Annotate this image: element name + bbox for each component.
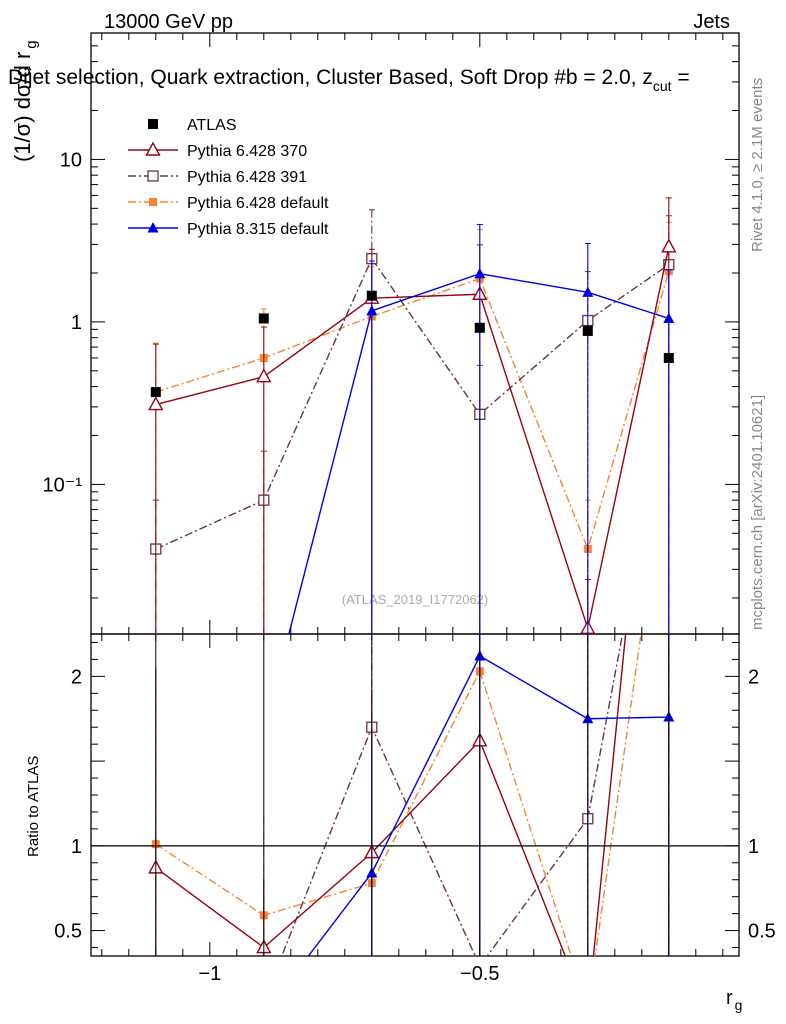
data-point: [582, 286, 594, 297]
ratio-y-tick-label: 2: [71, 666, 82, 688]
ratio-point: [258, 1008, 269, 1019]
data-point: [663, 312, 675, 323]
y-tick-label: 10: [60, 149, 82, 171]
series-atlas: [150, 290, 674, 398]
data-point: [582, 325, 593, 336]
legend-label: ATLAS: [187, 117, 237, 134]
ratio-y-axis-label: Ratio to ATLAS: [25, 756, 42, 857]
ratio-line: [155, 634, 642, 956]
ratio-frame: [90, 633, 740, 957]
data-point: [150, 387, 161, 398]
data-point: [148, 396, 164, 411]
ratio-line: [281, 634, 624, 956]
data-point: [663, 352, 674, 363]
legend-marker: [149, 198, 157, 206]
series-p6def: [151, 221, 673, 634]
plot-title-tail: =: [672, 66, 690, 89]
group-label: Jets: [693, 11, 730, 33]
ratio-series-group: [148, 634, 675, 1019]
series-line: [288, 272, 670, 634]
plot-title-sub: cut: [653, 78, 672, 94]
analysis-watermark: (ATLAS_2019_I1772062): [342, 592, 488, 607]
ratio-line: [155, 634, 627, 956]
legend-marker: [147, 170, 159, 182]
main-series-group: [148, 197, 677, 634]
series-p391: [150, 209, 675, 634]
x-axis-label-sub: g: [735, 997, 743, 1013]
data-point: [661, 238, 677, 253]
y-axis-label: (1/σ) dσ/d rg: [10, 40, 40, 162]
ratio-y-tick-label: 0.5: [54, 921, 82, 943]
series-p8def: [288, 223, 675, 634]
legend-label: Pythia 8.315 default: [187, 221, 329, 238]
series-line: [155, 271, 670, 552]
series-p370: [148, 197, 677, 634]
ratio-y-tick-label-right: 1: [748, 836, 759, 858]
legend-label: Pythia 6.428 default: [187, 195, 329, 212]
y-tick-label: 1: [71, 312, 82, 334]
y-axis-label-sub: g: [23, 40, 40, 48]
legend-marker: [147, 222, 159, 233]
legend-entry-p391: Pythia 6.428 391: [128, 169, 307, 186]
data-point: [366, 290, 377, 301]
plot-title: Dijet selection, Quark extraction, Clust…: [8, 66, 690, 94]
ratio-axes: −1 −0.5 0.5 0.5 1 1 2 2: [54, 634, 776, 985]
ratio-y-tick-label: 1: [71, 836, 82, 858]
main-axes: 10⁻¹ 1 10: [43, 32, 739, 634]
energy-label: 13000 GeV pp: [104, 11, 233, 33]
data-point: [474, 267, 486, 279]
legend: ATLAS Pythia 6.428 370 Pythia 6.428 391 Pyt…: [128, 117, 329, 238]
legend-marker: [145, 141, 161, 156]
ratio-point: [150, 1008, 161, 1019]
ratio-point: [151, 992, 161, 1002]
legend-entry-p6def: Pythia 6.428 default: [128, 195, 329, 212]
ratio-point: [584, 1004, 592, 1012]
ratio-line: [307, 655, 669, 956]
legend-entry-p370: Pythia 6.428 370: [128, 141, 307, 160]
x-tick-label: −1: [198, 963, 221, 985]
ratio-y-tick-label-right: 2: [748, 666, 759, 688]
data-point: [258, 313, 269, 324]
data-point: [474, 322, 485, 333]
legend-label: Pythia 6.428 370: [187, 143, 307, 160]
data-point: [256, 368, 272, 383]
legend-entry-atlas: ATLAS: [148, 117, 237, 134]
ratio-series-p8def: [150, 634, 675, 1019]
rivet-version-label: Rivet 4.1.0, ≥ 2.1M events: [749, 78, 766, 252]
series-line: [155, 257, 670, 550]
y-tick-label: 10⁻¹: [43, 474, 83, 496]
legend-entry-p8def: Pythia 8.315 default: [128, 221, 329, 238]
ratio-y-tick-label-right: 0.5: [748, 921, 776, 943]
data-point: [366, 304, 378, 316]
legend-label: Pythia 6.428 391: [187, 169, 307, 186]
ratio-point: [581, 1006, 594, 1018]
legend-marker: [148, 119, 158, 129]
series-line: [155, 246, 670, 632]
x-tick-label: −0.5: [460, 963, 499, 985]
ratio-point: [259, 997, 269, 1007]
mcplots-label: mcplots.cern.ch [arXiv:2401.10621]: [749, 395, 766, 630]
